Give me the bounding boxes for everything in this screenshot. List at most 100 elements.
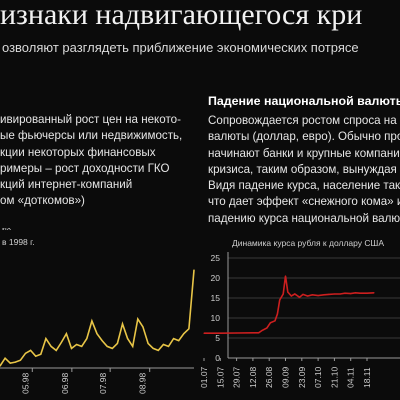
left-column-line: ом «доткомов») <box>0 194 85 208</box>
page-subtitle: озволяют разглядеть приближение экономич… <box>2 40 359 55</box>
right-column-line: падению курса национальной валю <box>208 211 400 225</box>
data-point <box>147 342 149 345</box>
left-column-line: римеры – рост доходности ГКО <box>0 161 170 175</box>
x-tick-label: 08.98 <box>138 372 148 394</box>
data-point <box>116 342 118 345</box>
data-point <box>30 349 32 351</box>
asset-price-chart: их в 1998 г. 05.98 06.98 07.98 08.98 <box>0 228 195 394</box>
data-point <box>311 294 313 296</box>
data-point <box>344 292 346 294</box>
data-point <box>9 362 11 364</box>
data-point <box>178 340 180 342</box>
data-point <box>219 332 221 334</box>
data-point <box>65 333 67 335</box>
data-point <box>24 352 27 354</box>
data-point <box>4 357 6 359</box>
x-tick-label: 06.98 <box>60 372 70 394</box>
data-point <box>307 295 309 297</box>
data-point <box>96 333 98 335</box>
x-tick-label: 07.98 <box>98 372 108 394</box>
data-point <box>266 327 268 329</box>
data-point <box>287 291 289 293</box>
y-tick-label: 25 <box>211 253 221 263</box>
right-column-line: что дает эффект «снежного кома» и <box>208 195 400 209</box>
chart-title: Динамика курса рубля к доллару США <box>232 238 384 248</box>
x-tick-label: 15.07 <box>215 366 225 388</box>
left-column-line: ые фьючерсы или недвижимость, <box>0 129 183 143</box>
data-point <box>328 293 330 295</box>
data-point <box>106 345 108 347</box>
data-point <box>111 347 113 349</box>
series-line <box>0 269 195 367</box>
left-column-line: ивированный рост цен на некото- <box>0 113 181 126</box>
x-tick-label: 12.08 <box>248 366 258 388</box>
data-point <box>86 338 88 340</box>
data-point <box>290 295 292 297</box>
data-point <box>294 293 296 295</box>
x-tick-label: 09.09 <box>281 366 291 388</box>
x-tick-label: 23.09 <box>297 366 307 388</box>
right-column-line: начинают банки и крупные компани <box>208 146 400 160</box>
data-point <box>19 359 21 361</box>
data-point <box>282 293 284 295</box>
data-point <box>162 343 164 346</box>
data-point <box>284 275 287 277</box>
right-column-heading: Падение национальной валюты <box>208 94 400 108</box>
data-point <box>127 338 129 340</box>
x-tick-label: 01.07 <box>200 366 209 388</box>
y-tick-label: 5 <box>215 333 220 343</box>
data-point <box>236 332 238 334</box>
data-point <box>142 326 144 328</box>
data-point <box>354 292 356 294</box>
data-point <box>298 296 301 298</box>
data-point <box>323 294 325 296</box>
y-tick-label: 15 <box>211 293 221 303</box>
data-point <box>183 333 185 335</box>
data-point <box>252 332 254 334</box>
right-column-line: валюты (доллар, евро). Обычно про <box>208 130 400 144</box>
series-line <box>204 275 375 334</box>
data-point <box>339 293 341 295</box>
left-column-text: ивированный рост цен на некото-ые фьючер… <box>0 112 182 210</box>
data-point <box>173 338 175 340</box>
left-column-line: кции некоторых финансовых <box>0 145 156 159</box>
chart-title: их <box>2 228 12 232</box>
chart-subtitle: в 1998 г. <box>2 237 35 247</box>
x-tick-label: 26.08 <box>264 366 274 388</box>
left-column-line: кций интернет-компаний <box>0 178 133 192</box>
data-point <box>76 343 78 346</box>
data-point <box>132 345 134 347</box>
x-tick-label: 29.07 <box>232 366 242 388</box>
y-tick-label: 10 <box>211 313 221 323</box>
data-point <box>55 349 57 351</box>
data-point <box>91 320 93 322</box>
data-point <box>258 332 260 334</box>
data-point <box>137 318 139 320</box>
data-point <box>50 345 52 347</box>
data-point <box>276 313 278 315</box>
x-tick-label: 18.11 <box>362 367 372 388</box>
data-point <box>121 323 124 325</box>
data-point <box>35 355 37 357</box>
data-point <box>40 353 42 355</box>
data-point <box>261 329 263 331</box>
data-point <box>359 292 361 294</box>
data-point <box>317 295 319 297</box>
right-column-line: кризиса, таким образом, вынуждая <box>208 162 397 176</box>
x-tick-label: 21.10 <box>329 366 339 388</box>
data-point <box>269 322 271 324</box>
data-point <box>333 293 335 295</box>
data-point <box>60 341 62 344</box>
right-column-text: Сопровождается ростом спроса на валюты (д… <box>208 113 400 227</box>
data-point <box>101 340 103 342</box>
data-point <box>203 332 205 334</box>
data-point <box>157 349 159 351</box>
data-point <box>366 292 368 294</box>
data-point <box>193 269 195 271</box>
data-point <box>274 320 276 322</box>
data-point <box>302 293 304 295</box>
x-tick-label: 04.11 <box>346 367 356 388</box>
data-point <box>152 347 154 349</box>
x-tick-label: 05.98 <box>20 372 30 394</box>
data-point <box>81 345 83 347</box>
